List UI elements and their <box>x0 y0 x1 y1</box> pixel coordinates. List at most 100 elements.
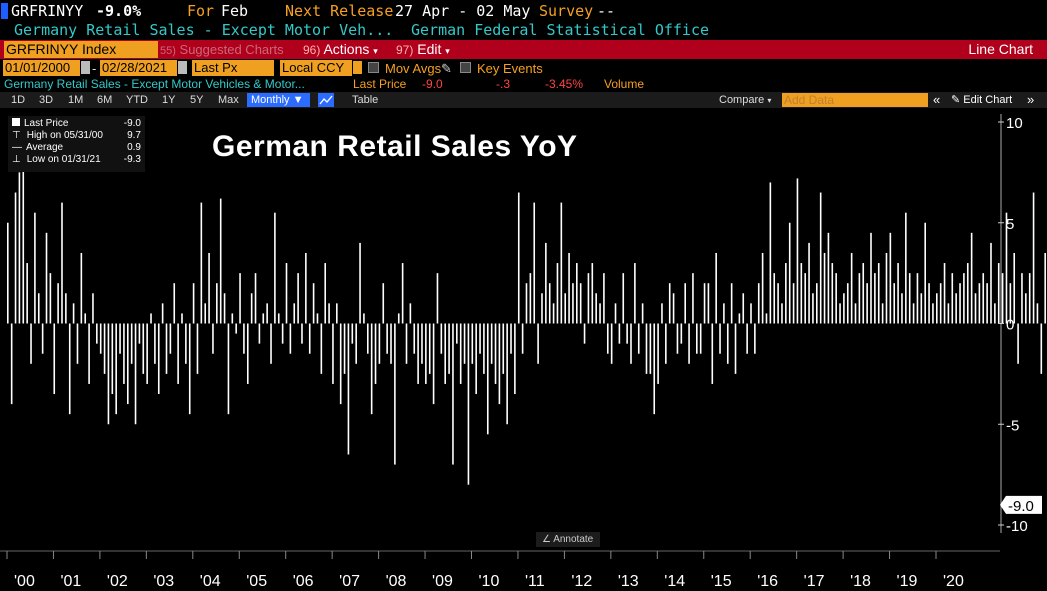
header-row: GRFRINYY -9.0% For Feb Next Release 27 A… <box>0 0 1047 22</box>
bar <box>99 323 102 354</box>
line-chart-icon[interactable] <box>318 93 334 107</box>
period-1y[interactable]: 1Y <box>162 94 176 106</box>
ticker[interactable]: GRFRINYY <box>11 2 84 20</box>
bar <box>773 273 776 324</box>
chart-type-label[interactable]: Line Chart <box>968 41 1033 57</box>
bar <box>963 273 965 324</box>
chevron-down-icon[interactable] <box>353 61 362 74</box>
bar <box>409 303 412 324</box>
legend-low: ⊥ Low on 01/31/21 <box>12 154 101 165</box>
period-3d[interactable]: 3D <box>39 94 54 106</box>
period-5y[interactable]: 5Y <box>190 94 204 106</box>
bar <box>7 222 9 324</box>
bar <box>870 232 872 324</box>
bar <box>80 252 83 324</box>
bar <box>711 323 714 384</box>
bar <box>246 323 249 384</box>
bar <box>18 172 21 324</box>
bar <box>196 323 199 374</box>
bar <box>672 293 675 324</box>
start-date-field[interactable]: 01/01/2000 <box>3 60 80 76</box>
pencil-icon[interactable]: ✎ <box>441 61 452 76</box>
period-6m[interactable]: 6M <box>97 94 113 106</box>
bar <box>231 313 234 324</box>
add-data-input[interactable]: Add Data <box>782 93 928 107</box>
period-1m[interactable]: 1M <box>68 94 84 106</box>
bar <box>587 273 590 324</box>
bar <box>57 283 59 324</box>
actions-menu[interactable]: 96) Actions ▾ <box>303 41 378 57</box>
currency-select[interactable]: Local CCY <box>280 60 352 76</box>
bar <box>134 323 137 425</box>
y-tick-label: 0 <box>1006 317 1014 334</box>
survey-label: Survey <box>539 2 594 20</box>
bar <box>537 323 539 364</box>
bar <box>1044 252 1046 324</box>
bar <box>839 303 841 324</box>
bar <box>475 323 477 395</box>
bar <box>37 293 40 324</box>
period-ytd[interactable]: YTD <box>126 94 148 106</box>
expand-icon[interactable]: » <box>1027 92 1035 107</box>
bar <box>301 323 303 344</box>
bar <box>831 263 834 324</box>
field-select[interactable]: Last Px <box>192 60 274 76</box>
security-field[interactable]: GRFRINYY Index <box>4 41 158 58</box>
suggested-charts-button[interactable]: 55) Suggested Charts <box>160 42 284 57</box>
calendar-icon[interactable] <box>81 61 90 74</box>
bar <box>599 303 601 324</box>
bar <box>320 323 323 374</box>
bar <box>525 283 528 324</box>
x-tick-label: '19 <box>897 573 918 590</box>
edit-chart-button[interactable]: ✎ Edit Chart <box>951 94 1013 106</box>
bar <box>61 202 63 324</box>
bar <box>595 293 597 324</box>
bar <box>877 263 880 324</box>
bar <box>649 323 652 374</box>
bar <box>742 293 745 324</box>
bar <box>514 323 516 395</box>
calendar-icon[interactable] <box>178 61 187 74</box>
edit-menu[interactable]: 97) Edit ▾ <box>396 41 450 57</box>
frequency-select[interactable]: Monthly ▼ <box>247 93 310 107</box>
key-events-checkbox[interactable] <box>460 62 471 73</box>
table-button[interactable]: Table <box>352 94 379 106</box>
change-value: -.3 <box>496 77 511 91</box>
bar <box>726 323 729 364</box>
bar <box>568 252 570 324</box>
bar <box>266 303 268 324</box>
bar <box>219 198 222 324</box>
collapse-icon[interactable]: « <box>933 92 941 107</box>
x-tick-label: '00 <box>14 573 35 590</box>
bar <box>467 323 470 485</box>
x-tick-label: '03 <box>153 573 174 590</box>
bar <box>254 273 257 324</box>
period-max[interactable]: Max <box>218 94 239 106</box>
bar <box>452 323 454 465</box>
bar <box>1001 273 1004 324</box>
x-tick-label: '10 <box>479 573 500 590</box>
annotate-button[interactable]: ∠ Annotate <box>536 532 600 547</box>
bar <box>966 263 969 324</box>
bar <box>614 303 617 324</box>
bar <box>374 323 377 384</box>
bar <box>339 323 342 405</box>
bar <box>812 293 814 324</box>
period-1d[interactable]: 1D <box>11 94 26 106</box>
bar <box>808 242 810 324</box>
compare-menu[interactable]: Compare ▾ <box>719 94 772 106</box>
bar <box>699 323 702 354</box>
bar <box>676 323 679 354</box>
bar <box>312 283 315 324</box>
mov-avgs-checkbox[interactable] <box>368 62 379 73</box>
bar <box>169 323 172 354</box>
bar <box>479 323 481 354</box>
bar <box>746 323 748 354</box>
bar <box>703 283 706 324</box>
bar <box>974 293 977 324</box>
bar <box>684 283 686 324</box>
bar <box>1040 323 1043 374</box>
bar <box>154 323 156 364</box>
end-date-field[interactable]: 02/28/2021 <box>100 60 177 76</box>
command-bar: GRFRINYY Index 55) Suggested Charts 96) … <box>0 40 1047 59</box>
